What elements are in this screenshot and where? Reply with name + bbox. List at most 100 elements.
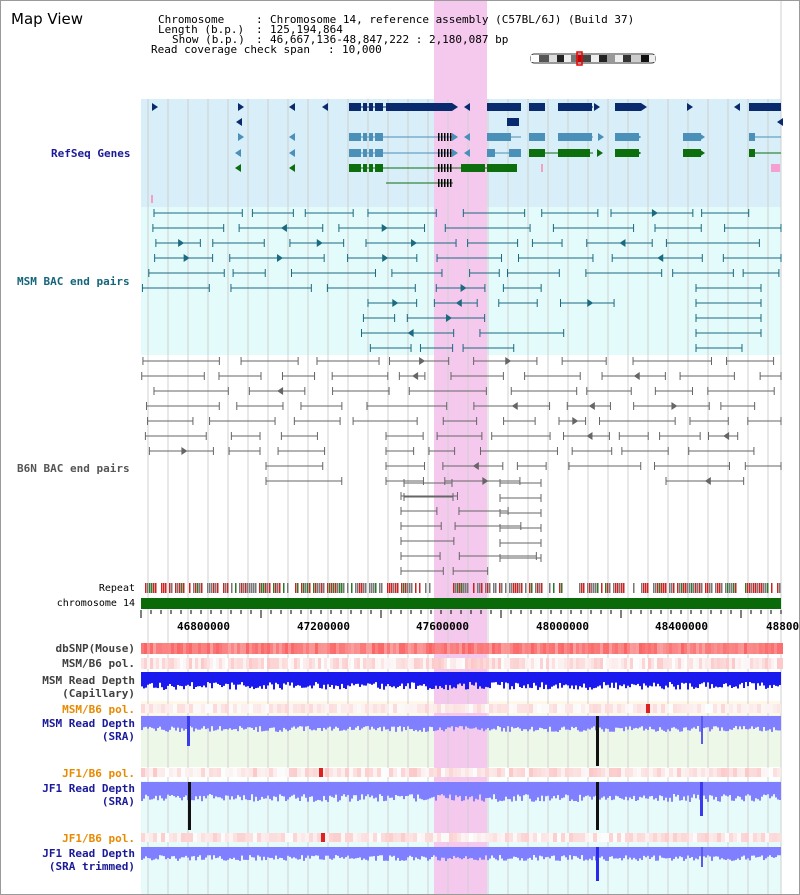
pol-density bbox=[389, 833, 393, 842]
depth-bar bbox=[555, 847, 557, 861]
repeat-mark bbox=[379, 583, 381, 593]
pol-density bbox=[673, 768, 677, 777]
pol-density bbox=[389, 768, 393, 777]
depth-bar bbox=[581, 847, 583, 856]
depth-bar bbox=[537, 716, 539, 731]
msm-bac-track-label[interactable]: MSM BAC end pairs bbox=[17, 275, 130, 288]
snp-density bbox=[462, 643, 465, 654]
pol-density bbox=[697, 768, 701, 777]
pol-density bbox=[485, 833, 489, 842]
depth-bar bbox=[689, 716, 691, 731]
repeat-mark bbox=[587, 583, 589, 593]
depth-bar bbox=[191, 782, 193, 801]
depth-bar bbox=[777, 847, 779, 856]
depth-bar bbox=[413, 782, 415, 799]
depth-bar bbox=[333, 716, 335, 729]
repeat-mark bbox=[295, 583, 297, 593]
pol-density bbox=[709, 768, 713, 777]
pol-density bbox=[369, 658, 372, 669]
pol-density bbox=[509, 833, 513, 842]
pol-density bbox=[459, 658, 462, 669]
depth-bar bbox=[669, 672, 671, 683]
coverage-value: 10,000 bbox=[342, 43, 382, 56]
snp-density bbox=[591, 643, 594, 654]
depth-bar bbox=[335, 672, 337, 686]
pol-density bbox=[313, 833, 317, 842]
depth-bar bbox=[271, 672, 273, 685]
pol-density bbox=[561, 704, 565, 713]
pol-density bbox=[354, 658, 357, 669]
depth-bar bbox=[249, 672, 251, 689]
snp-density bbox=[330, 643, 333, 654]
depth-bar bbox=[779, 716, 781, 731]
repeat-mark bbox=[369, 583, 371, 593]
msm-depth-capillary-sub: (Capillary) bbox=[62, 687, 135, 700]
repeat-mark bbox=[419, 583, 421, 593]
pol-density bbox=[565, 768, 569, 777]
depth-bar bbox=[369, 847, 371, 857]
repeat-mark bbox=[225, 583, 227, 593]
depth-bar bbox=[595, 672, 597, 688]
pol-density bbox=[761, 833, 765, 842]
depth-bar bbox=[355, 672, 357, 684]
depth-bar bbox=[531, 672, 533, 689]
repeat-mark bbox=[341, 583, 343, 593]
depth-bar bbox=[389, 847, 391, 856]
depth-bar bbox=[589, 782, 591, 797]
depth-bar bbox=[309, 782, 311, 797]
pol-density bbox=[585, 704, 589, 713]
depth-bar bbox=[689, 672, 691, 684]
b6n-bac-track-label[interactable]: B6N BAC end pairs bbox=[17, 462, 130, 475]
pol-density bbox=[437, 768, 441, 777]
refseq-track-label[interactable]: RefSeq Genes bbox=[51, 147, 131, 160]
depth-bar bbox=[723, 847, 725, 860]
snp-density bbox=[345, 643, 348, 654]
depth-bar bbox=[389, 672, 391, 687]
depth-bar bbox=[421, 672, 423, 686]
depth-bar bbox=[315, 716, 317, 731]
depth-bar bbox=[221, 782, 223, 799]
pol-density bbox=[301, 768, 305, 777]
depth-bar bbox=[651, 672, 653, 687]
depth-bar bbox=[509, 716, 511, 732]
depth-bar bbox=[503, 782, 505, 801]
repeat-mark bbox=[415, 583, 417, 593]
pol-density bbox=[468, 658, 471, 669]
gene-exon bbox=[369, 164, 373, 172]
depth-bar bbox=[525, 847, 527, 861]
repeat-mark bbox=[485, 583, 487, 593]
depth-bar bbox=[465, 672, 467, 690]
depth-bar bbox=[541, 782, 543, 796]
depth-bar bbox=[227, 716, 229, 730]
pol-density bbox=[477, 768, 481, 777]
pol-density bbox=[255, 658, 258, 669]
pol-density bbox=[557, 833, 561, 842]
depth-bar bbox=[719, 716, 721, 731]
depth-spike bbox=[187, 716, 190, 746]
snp-density bbox=[192, 643, 195, 654]
pol-density bbox=[528, 658, 531, 669]
depth-bar bbox=[489, 672, 491, 689]
depth-bar bbox=[169, 672, 171, 685]
depth-bar bbox=[145, 716, 147, 727]
depth-bar bbox=[239, 716, 241, 727]
depth-bar bbox=[187, 847, 189, 858]
pol-density bbox=[501, 768, 505, 777]
repeat-mark bbox=[329, 583, 331, 593]
depth-bar bbox=[269, 716, 271, 729]
pol-density bbox=[441, 833, 445, 842]
pol-density bbox=[453, 833, 457, 842]
depth-bar bbox=[697, 847, 699, 860]
snp-density bbox=[573, 643, 576, 654]
pol-density bbox=[297, 704, 301, 713]
pol-density bbox=[441, 704, 445, 713]
pol-density bbox=[385, 768, 389, 777]
pol-density bbox=[173, 704, 177, 713]
depth-bar bbox=[767, 847, 769, 857]
depth-bar bbox=[679, 672, 681, 690]
depth-bar bbox=[151, 782, 153, 800]
pol-density bbox=[481, 768, 485, 777]
depth-bar bbox=[675, 716, 677, 729]
depth-bar bbox=[737, 782, 739, 797]
